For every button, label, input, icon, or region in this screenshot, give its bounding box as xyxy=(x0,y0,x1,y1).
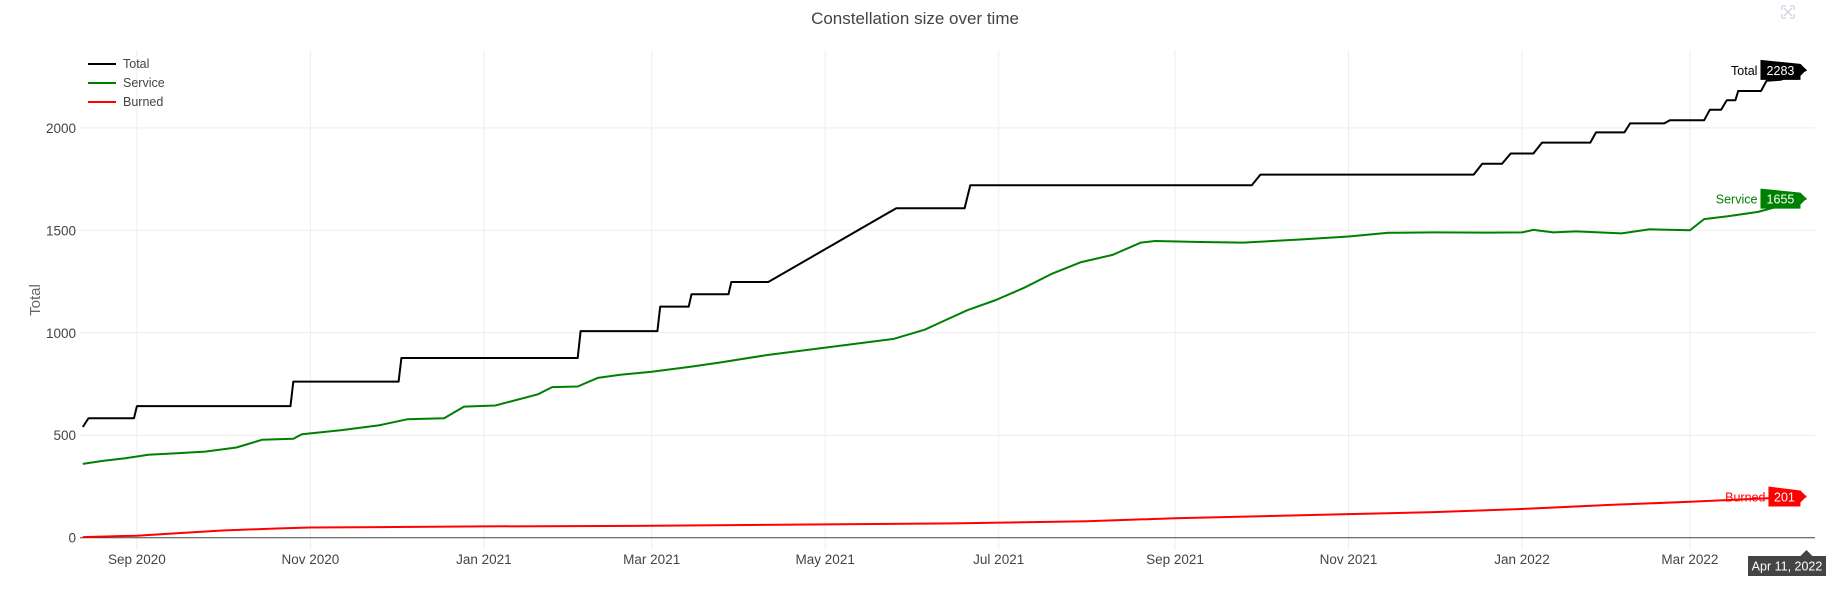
hover-box xyxy=(1768,486,1807,507)
series-line-service[interactable] xyxy=(82,197,1807,465)
y-tick-label: 1500 xyxy=(46,223,76,238)
x-tick-label: Sep 2020 xyxy=(108,552,166,567)
series-line-burned[interactable] xyxy=(82,495,1807,539)
hover-date-label: Apr 11, 2022 xyxy=(1748,550,1826,576)
x-tick-label: Jul 2021 xyxy=(973,552,1024,567)
legend-label: Service xyxy=(123,76,165,90)
autoscale-button[interactable] xyxy=(1778,2,1798,22)
hover-series-name: Total xyxy=(1731,64,1757,78)
y-tick-label: 500 xyxy=(53,428,76,443)
x-tick-label: Sep 2021 xyxy=(1146,552,1204,567)
x-tick-label: Nov 2021 xyxy=(1320,552,1378,567)
axes: Sep 2020 Nov 2020 Jan 2021 Mar 2021 May 2021… xyxy=(46,121,1718,567)
hover-value: 201 xyxy=(1774,491,1795,505)
hover-value: 2283 xyxy=(1767,64,1795,78)
autoscale-icon xyxy=(1781,5,1795,19)
x-tick-label: May 2021 xyxy=(796,552,855,567)
hover-series-name: Service xyxy=(1716,193,1758,207)
legend[interactable]: Total Service Burned xyxy=(88,57,165,109)
x-tick-label: Jan 2021 xyxy=(456,552,512,567)
hover-label-burned: 201 Burned xyxy=(1725,486,1807,507)
series-layer xyxy=(81,68,1807,539)
hover-label-service: 1655 Service xyxy=(1716,188,1807,209)
hover-labels: 2283 Total 1655 Service 201 Burned Apr 11, 202… xyxy=(1716,59,1826,576)
x-tick-label: Mar 2022 xyxy=(1661,552,1718,567)
grid-lines xyxy=(80,50,1815,550)
chart-title: Constellation size over time xyxy=(811,9,1019,28)
hover-date-box xyxy=(1748,550,1826,576)
legend-item-service[interactable]: Service xyxy=(88,76,165,90)
y-tick-label: 0 xyxy=(68,531,76,546)
hover-series-name: Burned xyxy=(1725,491,1765,505)
hover-box xyxy=(1760,59,1807,80)
legend-item-burned[interactable]: Burned xyxy=(88,95,163,109)
y-tick-label: 1000 xyxy=(46,326,76,341)
hover-date-text: Apr 11, 2022 xyxy=(1752,560,1823,574)
series-line-total[interactable] xyxy=(81,68,1807,428)
y-tick-label: 2000 xyxy=(46,121,76,136)
x-tick-label: Nov 2020 xyxy=(281,552,339,567)
x-tick-label: Jan 2022 xyxy=(1494,552,1550,567)
hover-label-total: 2283 Total xyxy=(1731,59,1807,80)
hover-box xyxy=(1760,188,1807,209)
y-axis-title: Total xyxy=(27,284,44,316)
x-tick-label: Mar 2021 xyxy=(623,552,680,567)
legend-label: Total xyxy=(123,57,149,71)
legend-label: Burned xyxy=(123,95,163,109)
legend-item-total[interactable]: Total xyxy=(88,57,149,71)
hover-value: 1655 xyxy=(1767,193,1795,207)
